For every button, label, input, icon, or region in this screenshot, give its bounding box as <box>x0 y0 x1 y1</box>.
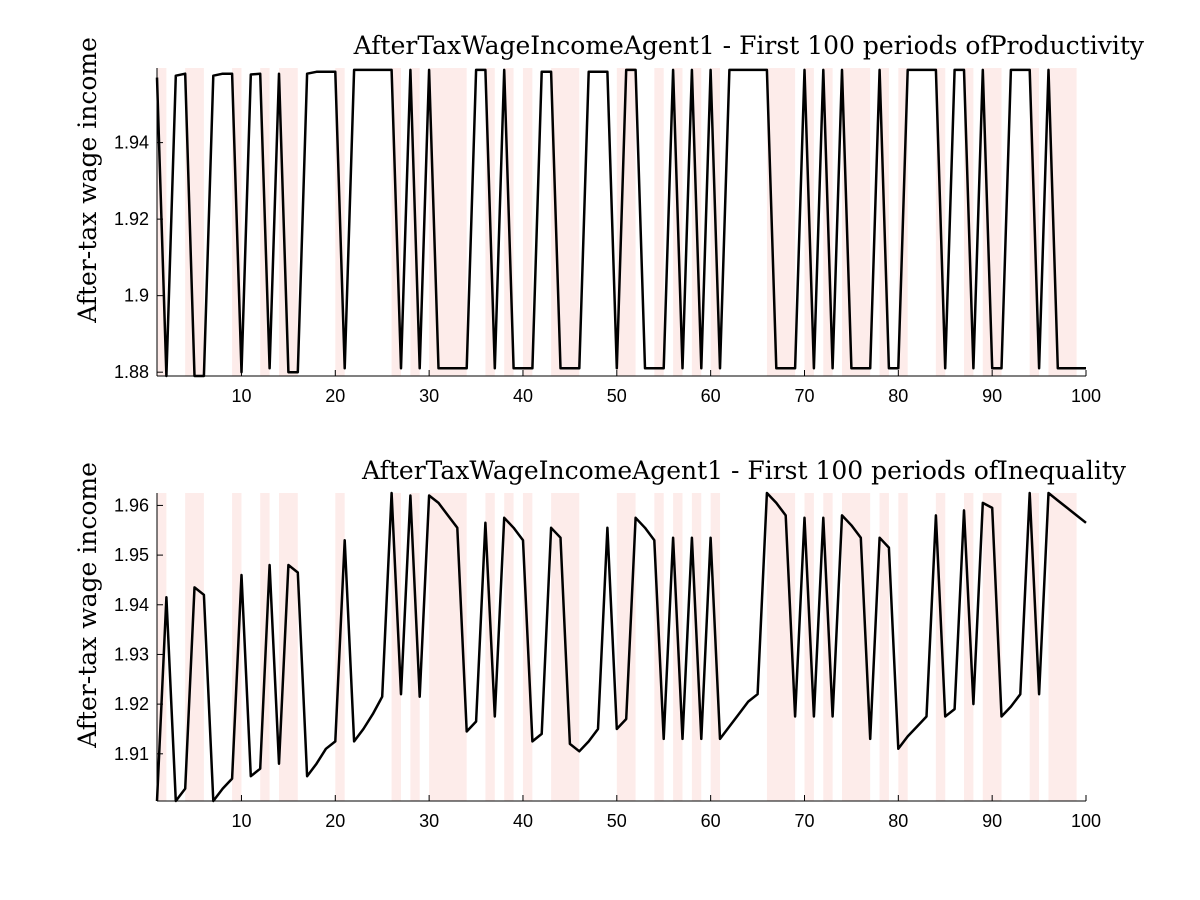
panel-title: AfterTaxWageIncomeAgent1 - First 100 per… <box>361 456 1127 485</box>
shaded-band <box>1048 493 1077 801</box>
y-tick-label: 1.92 <box>114 209 149 229</box>
x-tick-label: 40 <box>513 386 533 406</box>
shaded-band <box>522 68 533 376</box>
x-tick-label: 100 <box>1071 386 1101 406</box>
x-tick-label: 40 <box>513 811 533 831</box>
shaded-band <box>982 493 1002 801</box>
y-tick-label: 1.9 <box>124 286 149 306</box>
shaded-band <box>616 493 636 801</box>
shaded-band <box>898 493 908 801</box>
shaded-band <box>429 493 467 801</box>
shaded-band <box>935 493 946 801</box>
x-tick-label: 30 <box>419 386 439 406</box>
shaded-band <box>232 493 242 801</box>
shaded-band <box>964 493 974 801</box>
shaded-band <box>654 68 664 376</box>
x-tick-label: 10 <box>231 386 251 406</box>
y-axis-label: After-tax wage income <box>73 37 102 324</box>
x-tick-label: 90 <box>982 386 1002 406</box>
shaded-band <box>278 68 298 376</box>
shaded-band <box>804 493 814 801</box>
y-tick-label: 1.94 <box>114 595 149 615</box>
shaded-band <box>185 68 204 376</box>
y-tick-label: 1.94 <box>114 133 149 153</box>
shaded-band <box>823 493 833 801</box>
x-tick-label: 50 <box>607 386 627 406</box>
shaded-band <box>185 493 204 801</box>
x-ticks: 10 20 30 40 50 60 70 80 90 100 <box>231 370 1101 406</box>
shaded-band <box>410 493 420 801</box>
x-ticks: 10 20 30 40 50 60 70 80 90 100 <box>231 795 1101 831</box>
shaded-band <box>616 68 636 376</box>
x-tick-label: 90 <box>982 811 1002 831</box>
y-tick-label: 1.93 <box>114 644 149 664</box>
inequality-series-line <box>155 491 1087 803</box>
shaded-bands <box>157 493 1077 801</box>
productivity-panel: 10 20 30 40 50 60 70 80 90 100 1.88 1.9 1.92 1.94 Af… <box>73 31 1145 406</box>
x-tick-label: 100 <box>1071 811 1101 831</box>
y-tick-label: 1.95 <box>114 545 149 565</box>
shaded-band <box>766 493 796 801</box>
shaded-band <box>157 493 167 801</box>
x-tick-label: 80 <box>888 811 908 831</box>
x-tick-label: 60 <box>701 386 721 406</box>
shaded-band <box>982 68 1002 376</box>
x-tick-label: 20 <box>325 811 345 831</box>
x-tick-label: 70 <box>794 386 814 406</box>
productivity-series-line <box>155 68 1086 378</box>
y-tick-label: 1.91 <box>114 744 149 764</box>
y-tick-label: 1.96 <box>114 495 149 515</box>
y-ticks: 1.91 1.92 1.93 1.94 1.95 1.96 <box>114 495 163 764</box>
x-tick-label: 70 <box>794 811 814 831</box>
shaded-band <box>391 493 401 801</box>
x-tick-label: 10 <box>231 811 251 831</box>
y-tick-label: 1.92 <box>114 694 149 714</box>
shaded-band <box>485 493 495 801</box>
x-tick-label: 50 <box>607 811 627 831</box>
shaded-band <box>278 493 298 801</box>
shaded-band <box>1029 493 1040 801</box>
shaded-band <box>504 493 514 801</box>
panel-title: AfterTaxWageIncomeAgent1 - First 100 per… <box>353 31 1145 60</box>
y-axis-label: After-tax wage income <box>73 462 102 749</box>
inequality-panel: 10 20 30 40 50 60 70 80 90 100 1.911.921.931.941.… <box>73 456 1127 831</box>
y-tick-label: 1.88 <box>114 362 149 382</box>
shaded-band <box>429 68 467 376</box>
x-tick-label: 20 <box>325 386 345 406</box>
shaded-band <box>879 493 889 801</box>
x-tick-label: 60 <box>701 811 721 831</box>
y-ticks: 1.88 1.9 1.92 1.94 <box>114 133 163 382</box>
x-tick-label: 30 <box>419 811 439 831</box>
x-tick-label: 80 <box>888 386 908 406</box>
